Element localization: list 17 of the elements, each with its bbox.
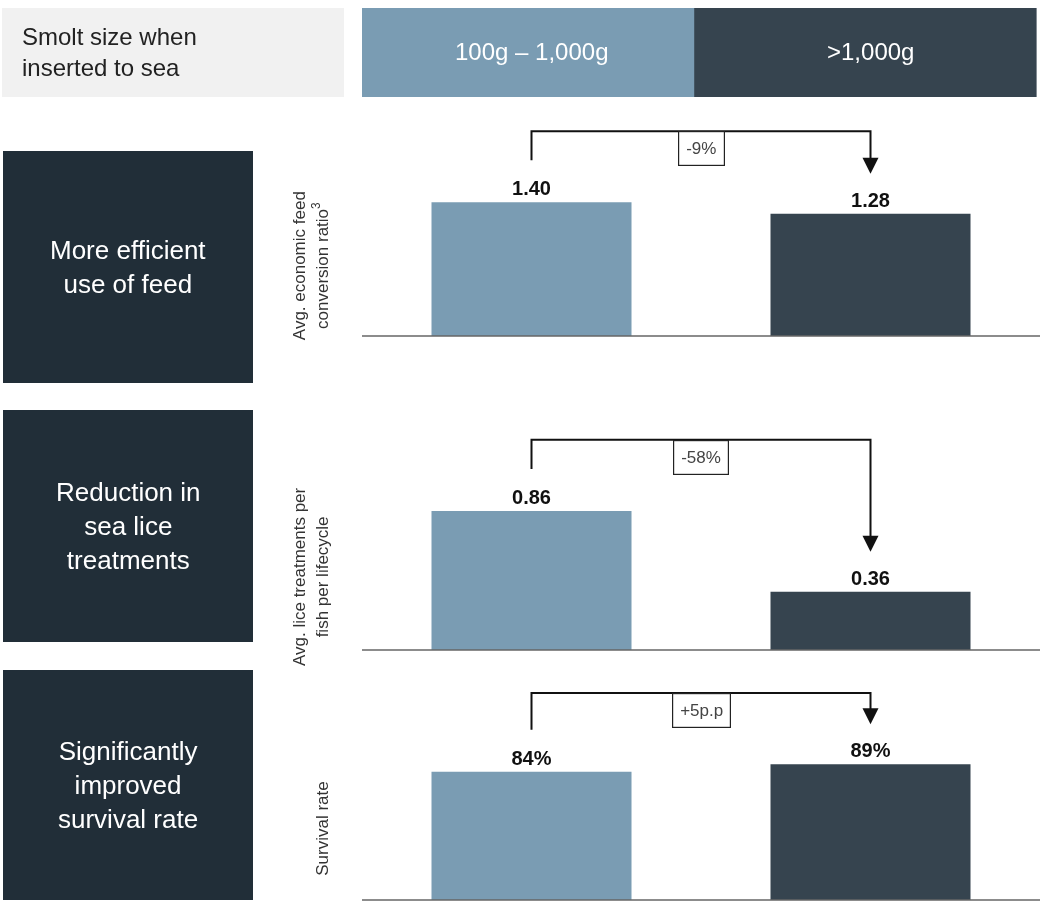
data-label: 0.86 bbox=[512, 486, 551, 509]
data-label: 84% bbox=[511, 746, 552, 769]
text: Reduction in sea lice treatments bbox=[56, 477, 201, 575]
text: Smolt size when inserted to sea bbox=[22, 23, 197, 82]
text: More efficient use of feed bbox=[50, 235, 207, 299]
text: +5p.p bbox=[680, 701, 724, 721]
data-label: 0.36 bbox=[851, 566, 890, 589]
data-label: 1.40 bbox=[512, 177, 551, 200]
y-axis-title: Survival rate bbox=[312, 781, 332, 876]
data-label: 1.28 bbox=[851, 188, 890, 211]
x-tick-label: 100g – 1,000g bbox=[455, 38, 609, 65]
text: -58% bbox=[681, 448, 721, 468]
data-label: 89% bbox=[850, 739, 891, 762]
text: -9% bbox=[686, 139, 717, 159]
y-axis-title: Avg. lice treatments per fish per lifecycle bbox=[290, 487, 332, 667]
x-tick-label: >1,000g bbox=[827, 38, 915, 65]
text: Significantly improved survival rate bbox=[58, 736, 199, 834]
